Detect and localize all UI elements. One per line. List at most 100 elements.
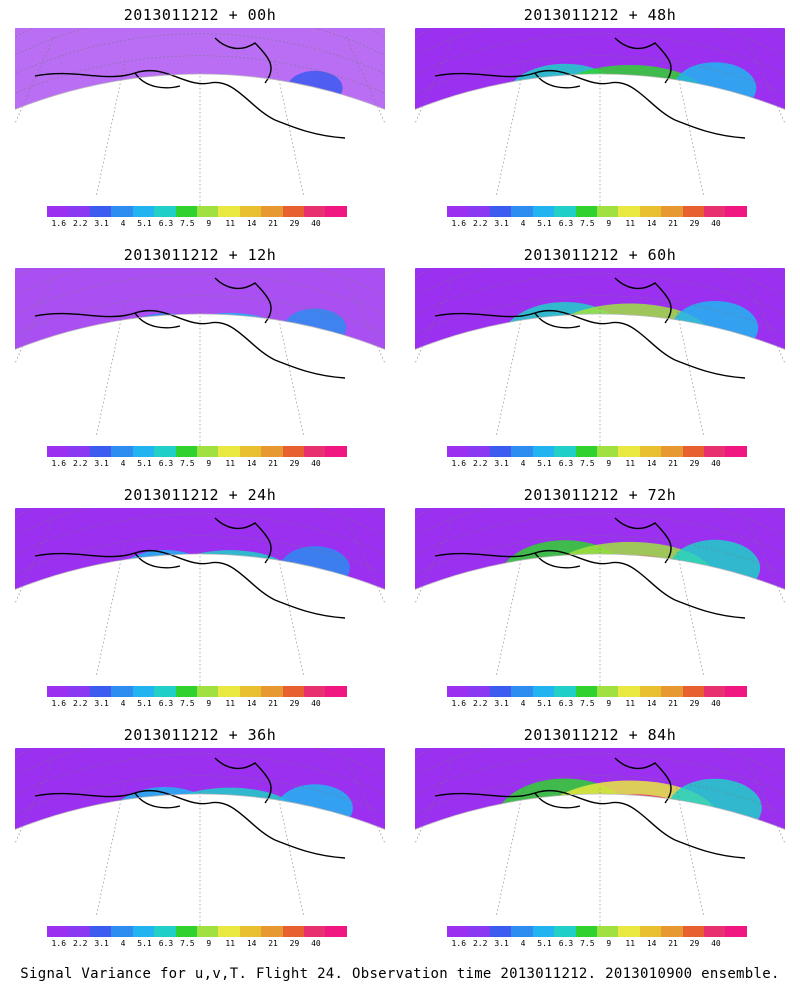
color-bar-swatch (575, 926, 597, 937)
color-bar-swatch (47, 926, 69, 937)
variance-map (415, 28, 785, 208)
color-bar-tick-label: 21 (268, 219, 278, 228)
field-base (415, 28, 785, 142)
panel-title: 2013011212 + 12h (123, 246, 277, 264)
latitude-line (15, 753, 385, 795)
variance-contour (164, 550, 296, 606)
color-bar-swatch (196, 446, 219, 457)
color-bar-swatch (175, 926, 197, 937)
longitude-line (95, 60, 126, 198)
color-bar (447, 446, 747, 457)
color-bar-swatch (132, 206, 155, 217)
color-bar-tick-label: 7.5 (580, 219, 595, 228)
color-bar-tick-label: 4 (520, 459, 526, 468)
map-boundary (15, 748, 385, 830)
color-bar-swatch (154, 686, 176, 697)
color-bar-swatch (325, 206, 347, 217)
color-bar-tick-label: 21 (668, 939, 678, 948)
panel-title: 2013011212 + 60h (523, 246, 677, 264)
color-bar-tick-label: 40 (311, 219, 321, 228)
color-bar-swatch (661, 206, 683, 217)
color-bar-ticks: 1.6 2.2 3.1 4 5.1 6.3 7.5 9 11 14 21 29 40 (447, 219, 747, 231)
latitude-line (15, 513, 385, 555)
color-bar-tick-label: 40 (311, 459, 321, 468)
latitude-line (15, 775, 385, 814)
color-bar-swatch (261, 206, 283, 217)
color-bar-tick-label: 5.1 (537, 699, 552, 708)
color-bar-swatch (618, 446, 640, 457)
variance-contour (477, 339, 553, 382)
forecast-panel: 2013011212 + 84h 1.6 2.2 3.1 4 5.1 6.3 7.5 9 11 14… (400, 720, 800, 960)
longitude-line (95, 780, 126, 918)
variance-contour (574, 96, 636, 142)
color-bar-swatch (68, 926, 90, 937)
variance-contour (535, 563, 615, 613)
color-bar-tick-label: 14 (646, 459, 657, 468)
color-bar-tick-label: 21 (668, 459, 678, 468)
color-bar-swatch (596, 686, 619, 697)
color-bar-swatch (468, 206, 490, 217)
color-bar-tick-label: 40 (711, 699, 721, 708)
latitude-line (415, 508, 785, 536)
color-bar-swatch (132, 686, 155, 697)
color-bar-tick-label: 6.3 (558, 939, 574, 948)
color-bar-ticks: 1.6 2.2 3.1 4 5.1 6.3 7.5 9 11 14 21 29 40 (447, 939, 747, 951)
color-bar-tick-label: 21 (668, 699, 678, 708)
field-base (415, 268, 785, 382)
color-bar-swatch (175, 686, 197, 697)
variance-contour (144, 568, 206, 608)
low-variance-area (58, 844, 112, 862)
color-bar-swatch (704, 206, 726, 217)
low-variance-area (464, 364, 506, 382)
variance-contour (475, 578, 555, 622)
panel-title: 2013011212 + 24h (123, 486, 277, 504)
color-bar-swatch (196, 206, 219, 217)
color-bar-tick-label: 5.1 (537, 939, 552, 948)
variance-contour (571, 579, 609, 607)
color-bar-tick-label: 11 (225, 699, 236, 708)
color-bar-swatch (154, 206, 176, 217)
color-bar-tick-label: 7.5 (580, 459, 595, 468)
variance-contour (582, 794, 688, 832)
color-bar-swatch (554, 926, 576, 937)
color-bar-ticks: 1.6 2.2 3.1 4 5.1 6.3 7.5 9 11 14 21 29 40 (47, 459, 347, 471)
panel-title: 2013011212 + 84h (523, 726, 677, 744)
color-bar-swatch (468, 926, 490, 937)
color-bar (447, 686, 747, 697)
color-bar-tick-label: 4 (520, 219, 526, 228)
color-bar-tick-label: 7.5 (180, 459, 195, 468)
color-bar-tick-label: 5.1 (137, 939, 152, 948)
latitude-line (415, 55, 785, 94)
color-bar-tick-label: 21 (268, 459, 278, 468)
map-boundary (15, 508, 385, 590)
color-bar-swatch (725, 926, 747, 937)
coastline (34, 517, 346, 619)
color-bar-tick-label: 29 (689, 939, 700, 948)
variance-contour (283, 308, 347, 348)
variance-contour (181, 347, 229, 382)
latitude-line (415, 535, 785, 574)
color-bar-tick-label: 21 (268, 699, 278, 708)
low-variance-area (467, 844, 503, 862)
color-bar-swatch (447, 686, 469, 697)
low-variance-area (242, 612, 298, 622)
color-bar-swatch (175, 206, 197, 217)
color-bar-swatch (554, 446, 576, 457)
variance-contour (669, 539, 761, 597)
color-bar (47, 206, 347, 217)
color-bar-swatch (661, 686, 683, 697)
color-bar-swatch (725, 686, 747, 697)
coastline (434, 517, 746, 619)
figure-caption: Signal Variance for u,v,T. Flight 24. Ob… (20, 966, 780, 982)
color-bar-tick-label: 7.5 (180, 699, 195, 708)
color-bar-tick-label: 14 (246, 699, 257, 708)
variance-contour (584, 554, 686, 592)
low-variance-area (235, 132, 305, 142)
color-bar-swatch (68, 446, 90, 457)
forecast-panel: 2013011212 + 72h 1.6 2.2 3.1 4 5.1 6.3 7.5 9 11 14… (400, 480, 800, 720)
color-bar-swatch (596, 206, 619, 217)
low-variance-area (238, 372, 302, 382)
longitude-line (95, 540, 126, 678)
color-bar-swatch (325, 686, 347, 697)
color-bar-tick-label: 9 (606, 699, 612, 708)
